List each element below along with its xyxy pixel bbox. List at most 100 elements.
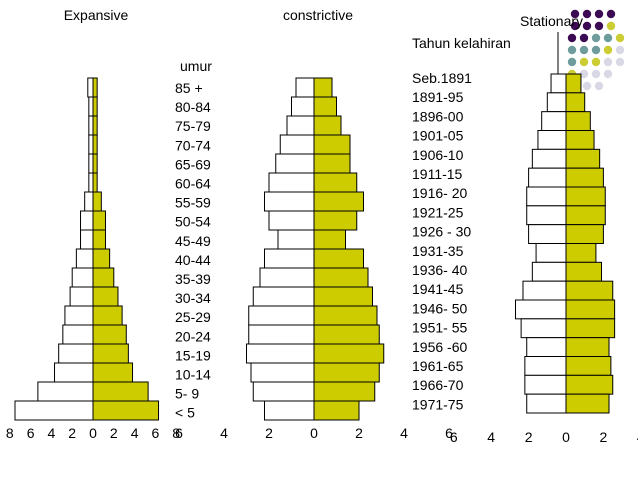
pyramid3-left-bar xyxy=(528,224,567,245)
pyramid1-category-label: 70-74 xyxy=(175,137,211,153)
pyramid2-right-bar xyxy=(313,248,364,269)
pyramid2-right-bar xyxy=(313,381,376,402)
pyramid3-category-label: 1946- 50 xyxy=(412,300,467,316)
pyramid1-category-label: 60-64 xyxy=(175,176,211,192)
pyramid2-right-bar xyxy=(313,134,351,155)
pyramid1-right-bar xyxy=(92,248,111,269)
pyramid3-right-bar xyxy=(565,280,614,301)
pyramid2-right-bar xyxy=(313,286,373,307)
pyramid3-right-bar xyxy=(565,261,603,282)
pyramid2-right-bar xyxy=(313,96,337,117)
pyramid2-right-bar xyxy=(313,400,360,421)
pyramid1-category-label: 35-39 xyxy=(175,271,211,287)
pyramid1-left-bar xyxy=(88,134,94,155)
decorative-dot xyxy=(582,21,592,31)
pyramid3-x-tick: 4 xyxy=(637,429,638,445)
pyramid1-category-label: 15-19 xyxy=(175,347,211,363)
pyramid2-left-bar xyxy=(277,229,315,250)
pyramid1-left-bar xyxy=(64,305,94,326)
pyramid1-left-bar xyxy=(87,77,94,98)
decorative-dot xyxy=(606,9,616,19)
decorative-dot xyxy=(615,57,625,67)
pyramid2-x-tick: 6 xyxy=(175,425,183,441)
pyramid1-right-bar xyxy=(92,324,127,345)
decorative-dot xyxy=(591,33,601,43)
pyramid3-category-label: 1966-70 xyxy=(412,377,464,393)
constrictive-title: constrictive xyxy=(283,7,353,23)
pyramid3-left-bar xyxy=(537,130,567,150)
pyramid2-left-bar xyxy=(252,286,315,307)
pyramid3-category-label: Seb.1891 xyxy=(412,70,472,86)
pyramid3-left-bar xyxy=(550,73,567,94)
pyramid1-category-label: 55-59 xyxy=(175,195,211,211)
pyramid2-left-bar xyxy=(279,134,315,155)
pyramid3-left-bar xyxy=(528,167,567,188)
pyramid2-left-bar xyxy=(248,305,315,326)
pyramid1-x-tick: 0 xyxy=(89,425,97,441)
pyramid3-category-label: 1916- 20 xyxy=(412,185,467,201)
decorative-dot xyxy=(603,45,613,55)
pyramid2-right-bar xyxy=(313,324,380,345)
pyramid1-right-bar xyxy=(92,77,98,98)
pyramid1-left-bar xyxy=(37,381,94,402)
pyramid3-category-label: 1891-95 xyxy=(412,89,464,105)
pyramid1-right-bar xyxy=(92,286,119,307)
decorative-dot xyxy=(567,33,577,43)
pyramid3-right-bar xyxy=(565,318,616,339)
pyramid3-x-tick: 4 xyxy=(487,429,495,445)
decorative-dot xyxy=(579,45,589,55)
pyramid3-left-bar xyxy=(524,374,567,395)
pyramid3-category-label: 1901-05 xyxy=(412,128,464,144)
pyramid2-left-bar xyxy=(264,248,315,269)
pyramid2-left-bar xyxy=(246,343,315,364)
pyramid2-right-bar xyxy=(313,210,358,231)
pyramid3-x-tick: 0 xyxy=(562,429,570,445)
pyramid1-left-bar xyxy=(71,267,94,288)
pyramid1-right-bar xyxy=(92,400,160,421)
pyramid1-x-tick: 6 xyxy=(152,425,160,441)
pyramid3-left-bar xyxy=(526,337,567,357)
pyramid1-category-label: 75-79 xyxy=(175,118,211,134)
decorative-dot xyxy=(594,9,604,19)
pyramid1-category-label: 45-49 xyxy=(175,233,211,249)
pyramid3-right-bar xyxy=(565,393,610,414)
decorative-dot xyxy=(606,21,616,31)
pyramid1-x-tick: 6 xyxy=(27,425,35,441)
pyramid1-x-tick: 2 xyxy=(110,425,118,441)
pyramid1-left-bar xyxy=(80,229,94,250)
pyramid3-right-bar xyxy=(565,73,582,94)
decorative-dot xyxy=(579,57,589,67)
decorative-dot xyxy=(570,21,580,31)
decorative-dot xyxy=(594,81,604,91)
pyramid1-x-tick: 2 xyxy=(68,425,76,441)
pyramid3-left-bar xyxy=(531,261,567,282)
pyramid1-category-label: 65-69 xyxy=(175,156,211,172)
pyramid1-category-label: 50-54 xyxy=(175,214,211,230)
decorative-dot xyxy=(570,9,580,19)
pyramid1-left-bar xyxy=(88,172,94,193)
pyramid3-category-label: 1951- 55 xyxy=(412,320,467,336)
pyramid1-category-label: 40-44 xyxy=(175,252,211,268)
pyramid1-left-bar xyxy=(75,248,94,269)
pyramid2-left-bar xyxy=(250,362,315,383)
expansive-title: Expansive xyxy=(64,7,129,23)
decorative-dot xyxy=(591,45,601,55)
pyramid2-x-tick: 0 xyxy=(310,425,318,441)
decorative-dot xyxy=(603,57,613,67)
pyramid3-right-bar xyxy=(565,205,606,226)
pyramid1-left-bar xyxy=(84,191,94,212)
pyramid3-category-label: 1921-25 xyxy=(412,204,464,220)
pyramid1-category-label: < 5 xyxy=(175,405,195,421)
pyramid2-right-bar xyxy=(313,267,369,288)
pyramid3-x-tick: 2 xyxy=(525,429,533,445)
pyramid1-left-bar xyxy=(62,324,94,345)
decorative-dot xyxy=(615,33,625,43)
pyramid1-right-bar xyxy=(92,115,98,136)
decorative-dot xyxy=(582,81,592,91)
pyramid2-x-tick: 6 xyxy=(445,425,453,441)
pyramid3-right-bar xyxy=(565,299,616,320)
pyramid1-x-tick: 4 xyxy=(48,425,56,441)
pyramid2-right-bar xyxy=(313,77,333,98)
pyramid1-left-bar xyxy=(69,286,94,307)
pyramid2-left-bar xyxy=(264,400,315,421)
